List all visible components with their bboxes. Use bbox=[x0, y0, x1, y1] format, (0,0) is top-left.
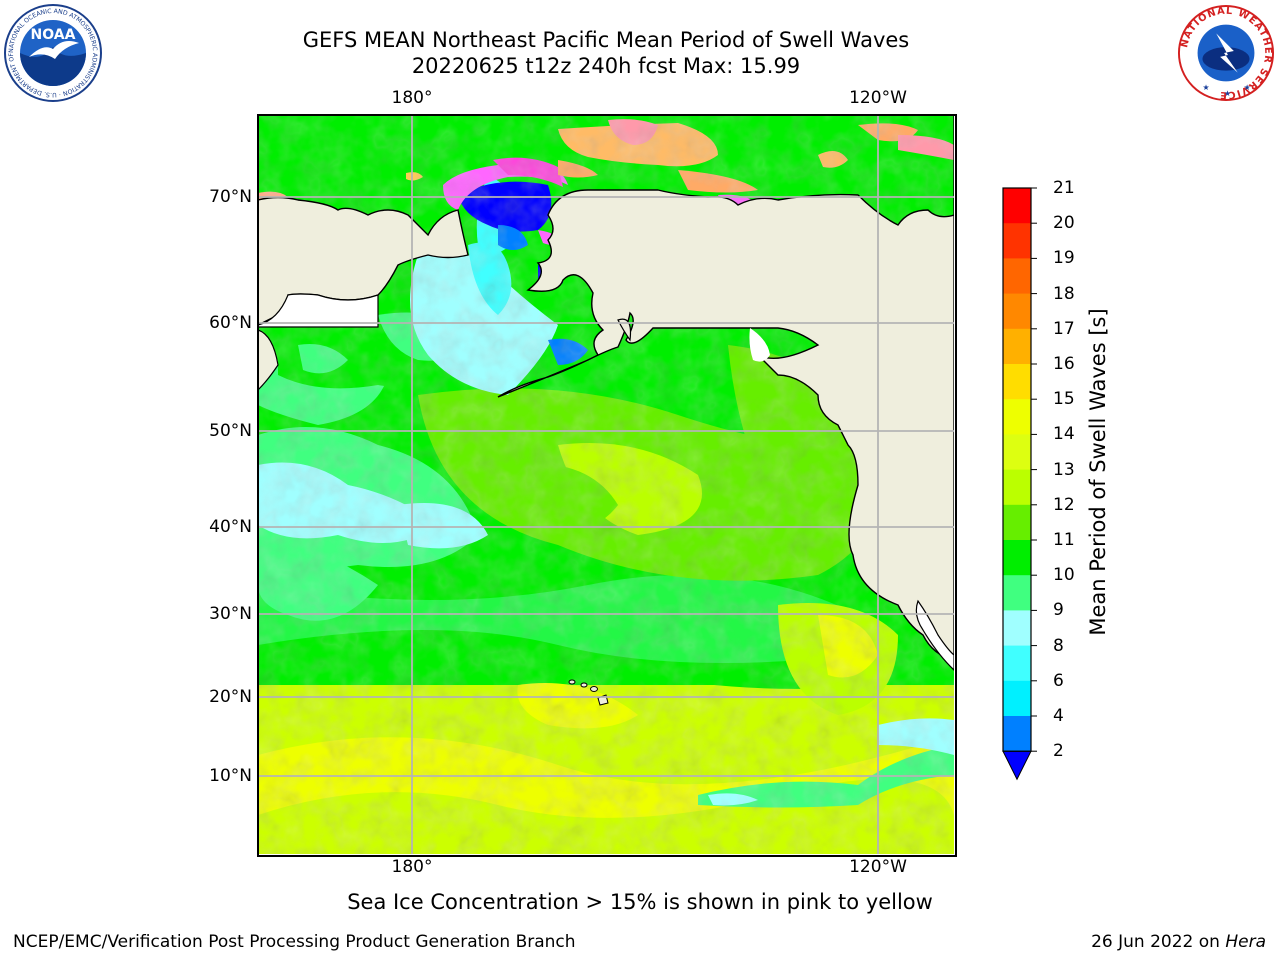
footer-date: 26 Jun 2022 on Hera bbox=[1091, 932, 1266, 952]
svg-text:★: ★ bbox=[1202, 83, 1209, 92]
colorbar-bin-9-10 bbox=[1003, 575, 1031, 611]
colorbar-tick-label: 15 bbox=[1053, 389, 1075, 410]
footer-host: Hera bbox=[1225, 932, 1266, 952]
lon-label-top-180: 180° bbox=[391, 88, 433, 108]
colorbar-bin-14-15 bbox=[1003, 399, 1031, 435]
lon-label-top-120w: 120°W bbox=[849, 88, 907, 108]
chart-title: GEFS MEAN Northeast Pacific Mean Period … bbox=[302, 28, 910, 52]
lat-label-20n: 20°N bbox=[209, 687, 252, 707]
map-grid bbox=[258, 115, 954, 854]
noaa-logo: NATIONAL OCEANIC AND ATMOSPHERIC ADMINIS… bbox=[3, 3, 102, 102]
lat-label-10n: 10°N bbox=[209, 766, 252, 786]
colorbar-bin-12-13 bbox=[1003, 469, 1031, 506]
swell-period-map bbox=[258, 115, 954, 854]
sea-ice-note: Sea Ice Concentration > 15% is shown in … bbox=[347, 890, 933, 914]
colorbar-bin-11-12 bbox=[1003, 504, 1031, 541]
colorbar-bin-15-16 bbox=[1003, 364, 1031, 400]
svg-text:★: ★ bbox=[1244, 83, 1251, 92]
noaa-logo-text: NOAA bbox=[31, 27, 76, 43]
lon-label-bottom-120w: 120°W bbox=[849, 857, 907, 877]
colorbar-tick-label: 18 bbox=[1053, 283, 1075, 304]
colorbar-tick-label: 12 bbox=[1053, 494, 1075, 515]
colorbar-tick-label: 21 bbox=[1053, 178, 1075, 198]
svg-text:★: ★ bbox=[1224, 89, 1231, 98]
footer-credit: NCEP/EMC/Verification Post Processing Pr… bbox=[13, 932, 576, 952]
colorbar-tick-label: 16 bbox=[1053, 354, 1075, 374]
colorbar-tick-label: 2 bbox=[1053, 741, 1064, 762]
colorbar-tick-label: 4 bbox=[1053, 706, 1064, 726]
colorbar-tick-label: 17 bbox=[1053, 318, 1075, 339]
lon-label-bottom-180: 180° bbox=[391, 857, 433, 877]
colorbar-tick-label: 19 bbox=[1053, 248, 1075, 269]
colorbar-title: Mean Period of Swell Waves [s] bbox=[1086, 308, 1110, 636]
colorbar-tick-label: 8 bbox=[1053, 635, 1064, 656]
colorbar-bin-10-11 bbox=[1003, 540, 1031, 576]
colorbar-bin-20-21 bbox=[1003, 188, 1031, 224]
colorbar-tick-label: 9 bbox=[1053, 600, 1064, 621]
chart-subtitle: 20220625 t12z 240h fcst Max: 15.99 bbox=[411, 54, 801, 78]
colorbar-bin-8-9 bbox=[1003, 610, 1031, 647]
lat-label-30n: 30°N bbox=[209, 604, 252, 624]
lat-label-50n: 50°N bbox=[209, 421, 252, 441]
colorbar-bin-17-18 bbox=[1003, 293, 1031, 330]
lat-label-70n: 70°N bbox=[209, 187, 252, 207]
colorbar-bin-13-14 bbox=[1003, 434, 1031, 471]
colorbar-bin-16-17 bbox=[1003, 328, 1031, 365]
colorbar-under-extension bbox=[1002, 750, 1032, 781]
colorbar-bin-6-8 bbox=[1003, 645, 1031, 682]
colorbar-tick-label: 20 bbox=[1053, 213, 1075, 234]
nws-logo: NATIONAL WEATHER SERVICE ★ ★ ★ bbox=[1177, 4, 1275, 102]
colorbar-tick-label: 13 bbox=[1053, 459, 1075, 480]
colorbar-tick-label: 10 bbox=[1053, 565, 1075, 586]
colorbar-tick-label: 11 bbox=[1053, 530, 1075, 550]
colorbar bbox=[1002, 187, 1037, 781]
colorbar-bin-2-4 bbox=[1003, 716, 1031, 752]
colorbar-tick-label: 14 bbox=[1053, 424, 1075, 445]
colorbar-bin-18-19 bbox=[1003, 258, 1031, 295]
lat-label-60n: 60°N bbox=[209, 313, 252, 333]
colorbar-bin-4-6 bbox=[1003, 680, 1031, 717]
footer-date-text: 26 Jun 2022 on bbox=[1091, 932, 1226, 952]
land-north-america bbox=[497, 115, 954, 661]
lat-label-40n: 40°N bbox=[209, 517, 252, 537]
colorbar-bin-19-20 bbox=[1003, 223, 1031, 259]
colorbar-tick-label: 6 bbox=[1053, 670, 1064, 691]
